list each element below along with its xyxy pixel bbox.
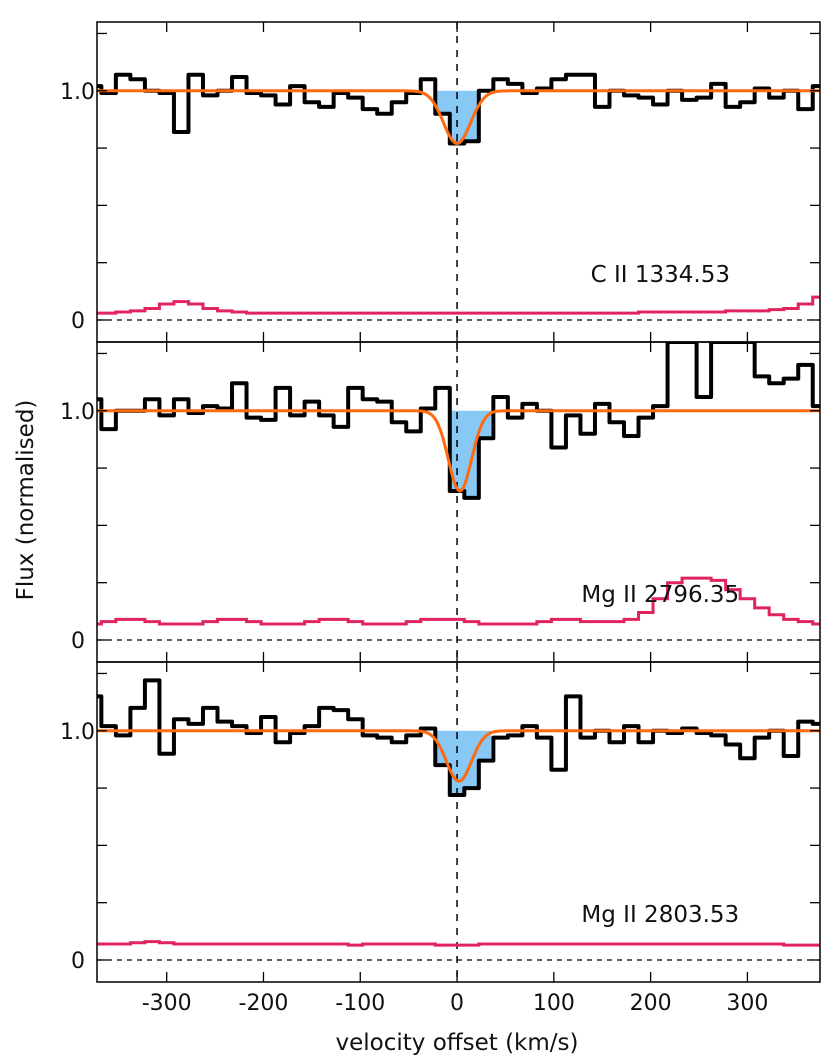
- absorption-fill: [432, 410, 491, 498]
- x-axis-title: velocity offset (km/s): [336, 1030, 579, 1056]
- x-tick-label: 0: [450, 991, 464, 1016]
- voigt-model-fit: [97, 89, 820, 146]
- y-tick-label: 0: [71, 629, 85, 654]
- panel-plot-area: [97, 342, 820, 662]
- x-tick-label: -100: [335, 991, 385, 1016]
- panel-1: 0 1.0 C II 1334.53: [60, 21, 821, 343]
- x-tick-label: -300: [142, 991, 192, 1016]
- error-spectrum: [97, 940, 820, 947]
- panel-frame: [96, 661, 821, 983]
- y-tick-label: 1.0: [60, 720, 95, 745]
- y-tick-label: 1.0: [60, 80, 95, 105]
- panel-2: 0 1.0 Mg II 2796.35: [60, 341, 821, 663]
- voigt-model-fit: [97, 409, 820, 493]
- ion-label: C II 1334.53: [591, 262, 730, 288]
- y-tick-label: 0: [71, 309, 85, 334]
- ion-label: Mg II 2803.53: [581, 902, 739, 928]
- error-spectrum: [97, 576, 820, 626]
- panel-frame: [96, 21, 821, 343]
- x-tick-label: 100: [533, 991, 575, 1016]
- x-tick-label: -200: [239, 991, 289, 1016]
- panel-3: 0 1.0 Mg II 2803.53: [60, 661, 821, 983]
- flux-spectrum: [97, 678, 820, 797]
- error-spectrum: [97, 295, 820, 315]
- ion-label: Mg II 2796.35: [581, 582, 739, 608]
- y-axis-title: Flux (normalised): [13, 400, 39, 601]
- panel-plot-area: [97, 662, 820, 982]
- panel-plot-area: [97, 22, 820, 342]
- x-tick-label: 200: [630, 991, 672, 1016]
- y-tick-label: 1.0: [60, 400, 95, 425]
- voigt-model-fit: [97, 729, 820, 783]
- x-tick-label: 300: [726, 991, 768, 1016]
- flux-spectrum: [97, 342, 820, 500]
- y-tick-label: 0: [71, 949, 85, 974]
- flux-spectrum: [97, 72, 820, 146]
- absorption-fill: [432, 90, 491, 144]
